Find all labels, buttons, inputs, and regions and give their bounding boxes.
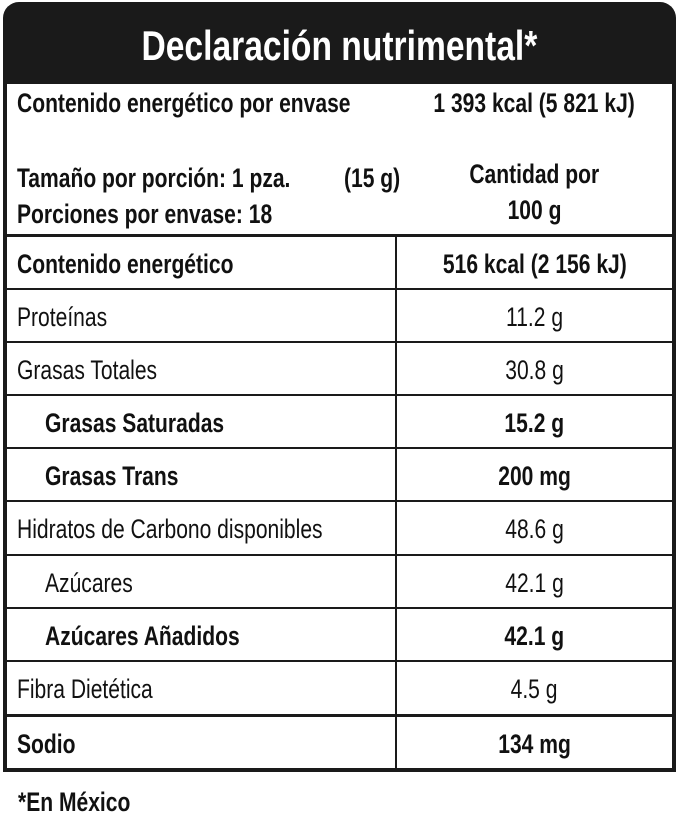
header: Declaración nutrimental* [3,2,676,84]
row-label: Proteínas [17,302,108,332]
servings: Porciones por envase: 18 [17,199,273,229]
row-value: 11.2 g [505,302,563,332]
row-label: Grasas Trans [45,461,179,491]
footnote: *En México [18,787,131,817]
row-value: 42.1 g [505,568,564,598]
row-value: 48.6 g [505,514,564,544]
row-value: 200 mg [498,461,571,491]
row-value: 30.8 g [505,355,564,385]
row-value: 15.2 g [504,408,565,438]
serving-size-value: (15 g) [344,163,401,193]
row-label: Grasas Totales [17,355,158,385]
row-label: Azúcares [45,568,133,598]
column-header: Cantidad por [469,159,600,189]
energy-value: 1 393 kcal (5 821 kJ) [433,88,636,118]
row-label: Contenido energético [17,249,234,279]
row-label: Hidratos de Carbono disponibles [17,514,323,544]
energy-label: Contenido energético por envase [17,88,351,118]
serving-size: Tamaño por porción: 1 pza. [17,163,291,193]
title: Declaración nutrimental* [141,22,538,69]
row-value: 134 mg [498,729,571,759]
column-header: 100 g [507,195,562,225]
row-label: Grasas Saturadas [45,408,225,438]
nutrition-table: Contenido energético por envase 1 393 kc… [3,82,676,772]
row-label: Azúcares Añadidos [45,621,240,651]
row-value: 42.1 g [504,621,565,651]
row-value: 516 kcal (2 156 kJ) [442,249,627,279]
row-value: 4.5 g [511,674,558,704]
row-label: Fibra Dietética [17,674,153,704]
row-label: Sodio [17,729,76,759]
